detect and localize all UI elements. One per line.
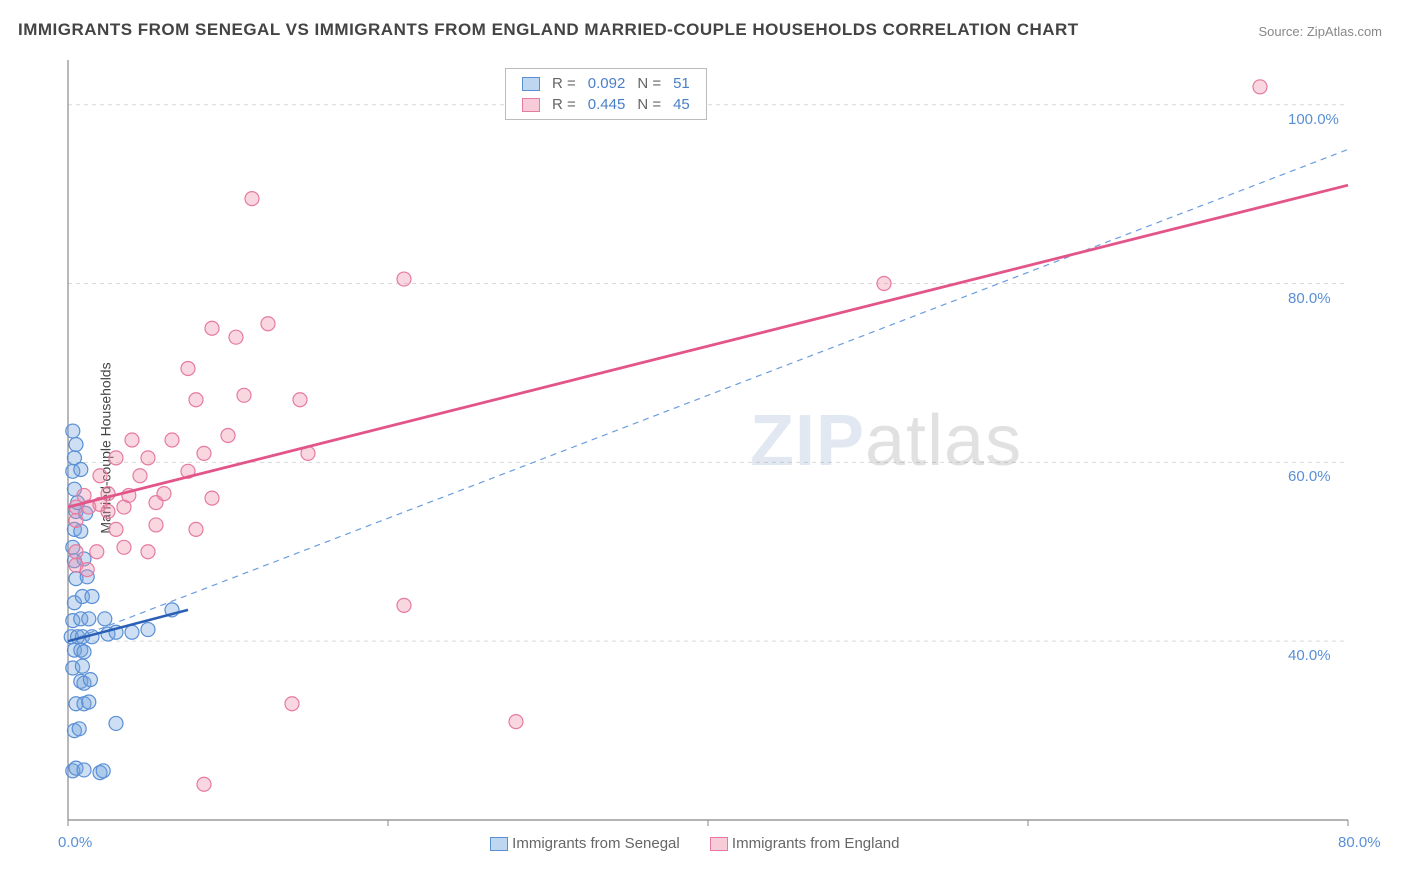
legend-swatch bbox=[710, 837, 728, 851]
legend-swatch bbox=[522, 98, 540, 112]
y-tick-label: 100.0% bbox=[1288, 111, 1339, 128]
legend-n-value: 45 bbox=[667, 94, 696, 115]
source-label: Source: ZipAtlas.com bbox=[1258, 24, 1382, 39]
x-tick-label: 0.0% bbox=[58, 834, 92, 851]
legend-series-label: Immigrants from Senegal bbox=[512, 835, 680, 852]
y-tick-label: 40.0% bbox=[1288, 647, 1331, 664]
legend-swatch bbox=[490, 837, 508, 851]
scatter-plot bbox=[50, 60, 1368, 840]
y-tick-label: 80.0% bbox=[1288, 290, 1331, 307]
y-tick-label: 60.0% bbox=[1288, 468, 1331, 485]
legend-swatch bbox=[522, 77, 540, 91]
legend-correlation: R =0.092N =51 R =0.445N =45 bbox=[505, 68, 707, 120]
x-tick-label: 80.0% bbox=[1338, 834, 1381, 851]
legend-series-item: Immigrants from England bbox=[710, 835, 900, 852]
legend-n-label: N = bbox=[631, 94, 667, 115]
legend-n-label: N = bbox=[631, 73, 667, 94]
chart-area: Married-couple Households ZIPatlas R =0.… bbox=[50, 60, 1380, 840]
legend-series: Immigrants from Senegal Immigrants from … bbox=[490, 835, 930, 852]
legend-series-item: Immigrants from Senegal bbox=[490, 835, 680, 852]
legend-n-value: 51 bbox=[667, 73, 696, 94]
legend-series-label: Immigrants from England bbox=[732, 835, 900, 852]
legend-r-label: R = bbox=[546, 73, 582, 94]
legend-r-value: 0.445 bbox=[582, 94, 632, 115]
chart-title: IMMIGRANTS FROM SENEGAL VS IMMIGRANTS FR… bbox=[18, 20, 1079, 40]
legend-r-label: R = bbox=[546, 94, 582, 115]
legend-r-value: 0.092 bbox=[582, 73, 632, 94]
chart-container: IMMIGRANTS FROM SENEGAL VS IMMIGRANTS FR… bbox=[0, 0, 1406, 892]
